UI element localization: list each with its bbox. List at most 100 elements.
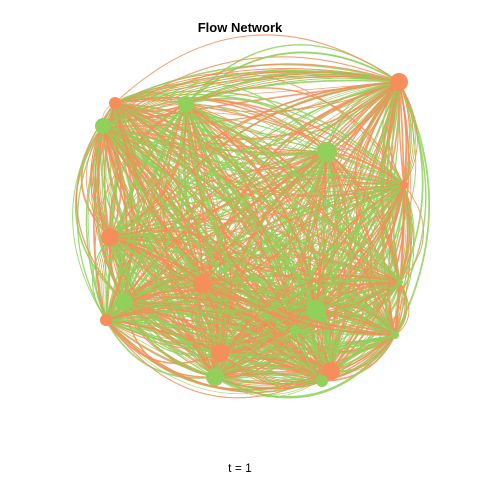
flow-edge bbox=[123, 295, 323, 382]
network-node-green bbox=[316, 375, 328, 387]
flow-edge bbox=[109, 173, 405, 238]
flow-edge bbox=[384, 281, 401, 336]
network-node-green bbox=[206, 368, 224, 386]
flow-edge bbox=[214, 370, 332, 388]
flow-edge bbox=[102, 125, 147, 303]
flow-edge bbox=[105, 319, 216, 378]
network-node-green bbox=[391, 331, 399, 339]
flow-edge bbox=[109, 151, 328, 238]
flow-edge bbox=[219, 352, 332, 372]
network-node-green bbox=[115, 293, 133, 311]
network-node-orange bbox=[109, 97, 121, 109]
flow-edge bbox=[109, 236, 396, 344]
network-node-orange bbox=[400, 181, 408, 189]
flow-edge bbox=[201, 283, 332, 372]
flow-edge bbox=[109, 81, 400, 241]
flow-edge bbox=[123, 184, 405, 304]
flow-edge bbox=[123, 301, 216, 378]
flow-edge bbox=[310, 151, 328, 382]
flow-edge bbox=[214, 319, 396, 378]
flow-edge bbox=[102, 73, 400, 127]
flow-edge bbox=[214, 81, 400, 378]
flow-edge bbox=[105, 184, 405, 322]
flow-edge bbox=[105, 281, 401, 321]
flow-edge bbox=[214, 358, 323, 382]
flow-edge bbox=[399, 184, 413, 283]
flow-edge bbox=[103, 236, 111, 321]
chart-title: Flow Network bbox=[197, 20, 283, 35]
flow-edge bbox=[105, 319, 396, 358]
flow-edge bbox=[219, 310, 396, 354]
flow-edge bbox=[201, 182, 405, 285]
flow-edge bbox=[398, 81, 412, 186]
flow-edge bbox=[219, 281, 401, 354]
flow-edge bbox=[102, 125, 401, 283]
flow-edge bbox=[214, 329, 296, 378]
flow-edge bbox=[399, 184, 415, 283]
flow-edge bbox=[102, 125, 396, 336]
flow-edge bbox=[114, 102, 328, 166]
flow-edge bbox=[185, 70, 400, 105]
flow-edge bbox=[114, 68, 400, 104]
network-node-orange bbox=[193, 275, 211, 293]
flow-edge bbox=[185, 103, 401, 283]
flow-edge bbox=[102, 56, 400, 127]
flow-edge bbox=[114, 102, 317, 311]
flow-edge bbox=[114, 102, 125, 303]
flow-edge bbox=[105, 319, 216, 378]
flow-edge bbox=[105, 81, 400, 321]
flow-edge bbox=[98, 125, 125, 303]
flow-edge bbox=[219, 81, 400, 354]
flow-edge bbox=[109, 81, 400, 238]
flow-edge bbox=[114, 102, 296, 331]
flow-edge bbox=[105, 319, 296, 344]
flow-edge bbox=[114, 75, 400, 104]
flow-edge bbox=[394, 281, 404, 336]
flow-edge bbox=[102, 125, 136, 303]
flow-edge bbox=[219, 334, 396, 361]
flow-edge bbox=[394, 281, 406, 336]
network-node-orange bbox=[390, 73, 408, 91]
flow-edge bbox=[105, 319, 216, 378]
network-node-green bbox=[178, 96, 194, 112]
flow-edge bbox=[114, 34, 400, 104]
flow-edge bbox=[398, 81, 414, 186]
flow-edge bbox=[214, 360, 332, 378]
flow-edge bbox=[105, 312, 221, 354]
flow-edge bbox=[398, 81, 410, 186]
flow-edge bbox=[399, 184, 424, 283]
network-edges bbox=[72, 34, 431, 399]
network-node-green bbox=[306, 300, 326, 320]
flow-edge bbox=[201, 276, 317, 311]
flow-edge bbox=[399, 184, 411, 283]
flow-edge bbox=[96, 125, 125, 303]
flow-edge bbox=[76, 125, 107, 321]
flow-edge bbox=[219, 280, 401, 354]
network-node-green bbox=[317, 142, 337, 162]
network-node-green bbox=[95, 118, 111, 134]
network-node-orange bbox=[101, 228, 119, 246]
flow-edge bbox=[214, 370, 332, 386]
flow-edge bbox=[219, 184, 405, 354]
flow-edge bbox=[114, 93, 405, 186]
flow-edge bbox=[109, 197, 401, 283]
flow-edge bbox=[219, 352, 323, 389]
flow-edge bbox=[399, 184, 407, 283]
flow-edge bbox=[185, 76, 400, 105]
network-node-orange bbox=[100, 314, 112, 326]
flow-edge bbox=[102, 125, 323, 382]
flow-edge bbox=[85, 125, 111, 238]
flow-edge bbox=[185, 98, 328, 153]
time-step-caption: t = 1 bbox=[228, 461, 252, 475]
flow-edge bbox=[201, 283, 396, 336]
network-node-green bbox=[397, 279, 403, 285]
flow-edge bbox=[185, 77, 400, 105]
flow-edge bbox=[102, 118, 401, 283]
flow-edge bbox=[90, 125, 111, 238]
flow-edge bbox=[330, 81, 400, 372]
flow-edge bbox=[102, 63, 400, 127]
flow-edge bbox=[99, 236, 111, 321]
flow-edge bbox=[185, 74, 400, 105]
flow-edge bbox=[114, 102, 332, 372]
network-node-green bbox=[290, 325, 300, 335]
